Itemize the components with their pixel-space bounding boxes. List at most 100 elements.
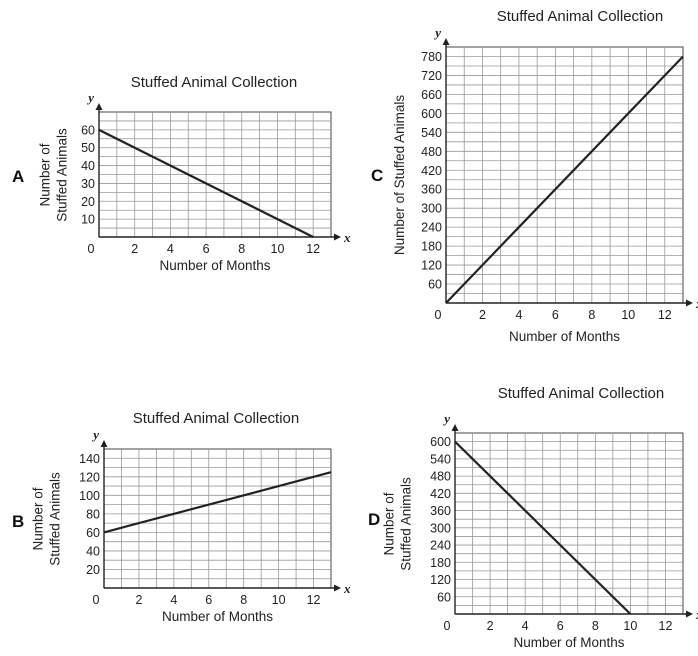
x-tick-label: 2 [487,619,494,633]
x-tick-label: 12 [658,308,672,322]
y-tick-label: 10 [81,213,95,227]
x-tick-label: 6 [552,308,559,322]
x-tick-label: 10 [272,593,286,607]
origin-label: 0 [93,593,100,607]
chart-title: Stuffed Animal Collection [131,74,298,91]
y-tick-label: 480 [421,145,442,159]
series-line [454,440,632,615]
y-tick-label: 720 [421,69,442,83]
x-tick-label: 8 [588,308,595,322]
y-tick-label: 20 [81,195,95,209]
option-letter: C [371,166,383,185]
y-tick-label: 20 [86,563,100,577]
y-tick-label: 240 [421,221,442,235]
y-tick-label: 660 [421,88,442,102]
y-tick-label: 100 [79,489,100,503]
y-axis-title: Number of [38,143,53,206]
y-tick-label: 600 [430,435,451,449]
x-axis-title: Number of Months [509,329,620,344]
chart-panel-d: D Stuffed Animal Collection x y 0 2 4 6 8 10 12 60 1… [368,385,698,650]
y-tick-label: 480 [430,470,451,484]
y-tick-label: 60 [86,526,100,540]
option-letter: A [12,167,24,186]
series-line [445,55,684,304]
origin-label: 0 [88,242,95,256]
plot-frame [103,448,332,589]
option-letter: B [12,512,24,531]
y-tick-label: 30 [81,177,95,191]
option-letter: D [368,510,380,529]
y-axis-title: Number of Stuffed Animals [392,95,407,256]
origin-label: 0 [444,619,451,633]
x-tick-label: 8 [238,242,245,256]
origin-label: 0 [435,308,442,322]
y-variable-label: y [433,25,441,40]
x-tick-label: 10 [621,308,635,322]
y-tick-label: 180 [421,240,442,254]
y-tick-label: 420 [421,164,442,178]
y-variable-label: y [442,411,450,426]
y-axis-arrow [451,424,459,431]
x-tick-label: 2 [131,242,138,256]
y-variable-label: y [86,90,94,105]
y-variable-label: y [91,427,99,442]
x-variable-label: x [695,607,698,622]
y-tick-label: 120 [421,259,442,273]
y-axis-arrow [95,103,103,110]
y-tick-label: 300 [421,202,442,216]
x-axis-arrow [334,233,341,241]
y-tick-label: 600 [421,107,442,121]
x-tick-label: 8 [240,593,247,607]
y-tick-label: 180 [430,556,451,570]
y-tick-label: 360 [430,504,451,518]
y-tick-label: 40 [86,544,100,558]
x-variable-label: x [695,296,698,311]
x-tick-label: 8 [592,619,599,633]
y-axis-title: Number of [31,487,46,550]
y-axis-title: Stuffed Animals [48,472,63,566]
x-tick-label: 4 [167,242,174,256]
y-tick-label: 60 [81,123,95,137]
y-axis-arrow [442,38,450,45]
y-tick-label: 780 [421,50,442,64]
x-tick-label: 2 [135,593,142,607]
y-tick-label: 300 [430,521,451,535]
y-tick-label: 40 [81,159,95,173]
grid-lines [446,47,683,303]
chart-title: Stuffed Animal Collection [497,8,664,25]
y-tick-label: 120 [79,470,100,484]
y-axis-title: Stuffed Animals [55,128,70,222]
x-axis-arrow [686,610,693,618]
grid-lines [455,433,683,614]
x-tick-label: 12 [659,619,673,633]
x-axis-arrow [686,299,693,307]
y-axis-title: Number of [382,492,397,555]
x-tick-label: 4 [522,619,529,633]
x-tick-label: 12 [307,593,321,607]
x-tick-label: 6 [205,593,212,607]
x-axis-title: Number of Months [162,609,273,624]
x-tick-label: 12 [306,242,320,256]
x-tick-label: 10 [271,242,285,256]
x-axis-title: Number of Months [513,635,624,650]
grid-lines [99,112,331,237]
y-tick-label: 60 [437,590,451,604]
y-tick-label: 140 [79,452,100,466]
y-tick-label: 60 [428,278,442,292]
y-tick-label: 540 [430,452,451,466]
x-axis-title: Number of Months [159,258,270,273]
x-tick-label: 6 [557,619,564,633]
chart-panel-c: C Stuffed Animal Collection x y 0 2 4 6 8 10 12 60 1… [371,8,698,344]
x-axis-arrow [334,584,341,592]
y-tick-label: 240 [430,539,451,553]
series-line [103,471,332,534]
chart-panel-a: A Stuffed Animal Collection x y 0 2 4 6 8 10 12 10 2… [12,74,351,273]
y-axis-arrow [100,440,108,447]
x-tick-label: 6 [203,242,210,256]
chart-panel-b: B Stuffed Animal Collection x y 0 2 4 6 8 10 12 20 4… [12,410,351,624]
y-tick-label: 120 [430,573,451,587]
plot-frame [454,432,684,615]
y-tick-label: 80 [86,507,100,521]
y-tick-label: 540 [421,126,442,140]
